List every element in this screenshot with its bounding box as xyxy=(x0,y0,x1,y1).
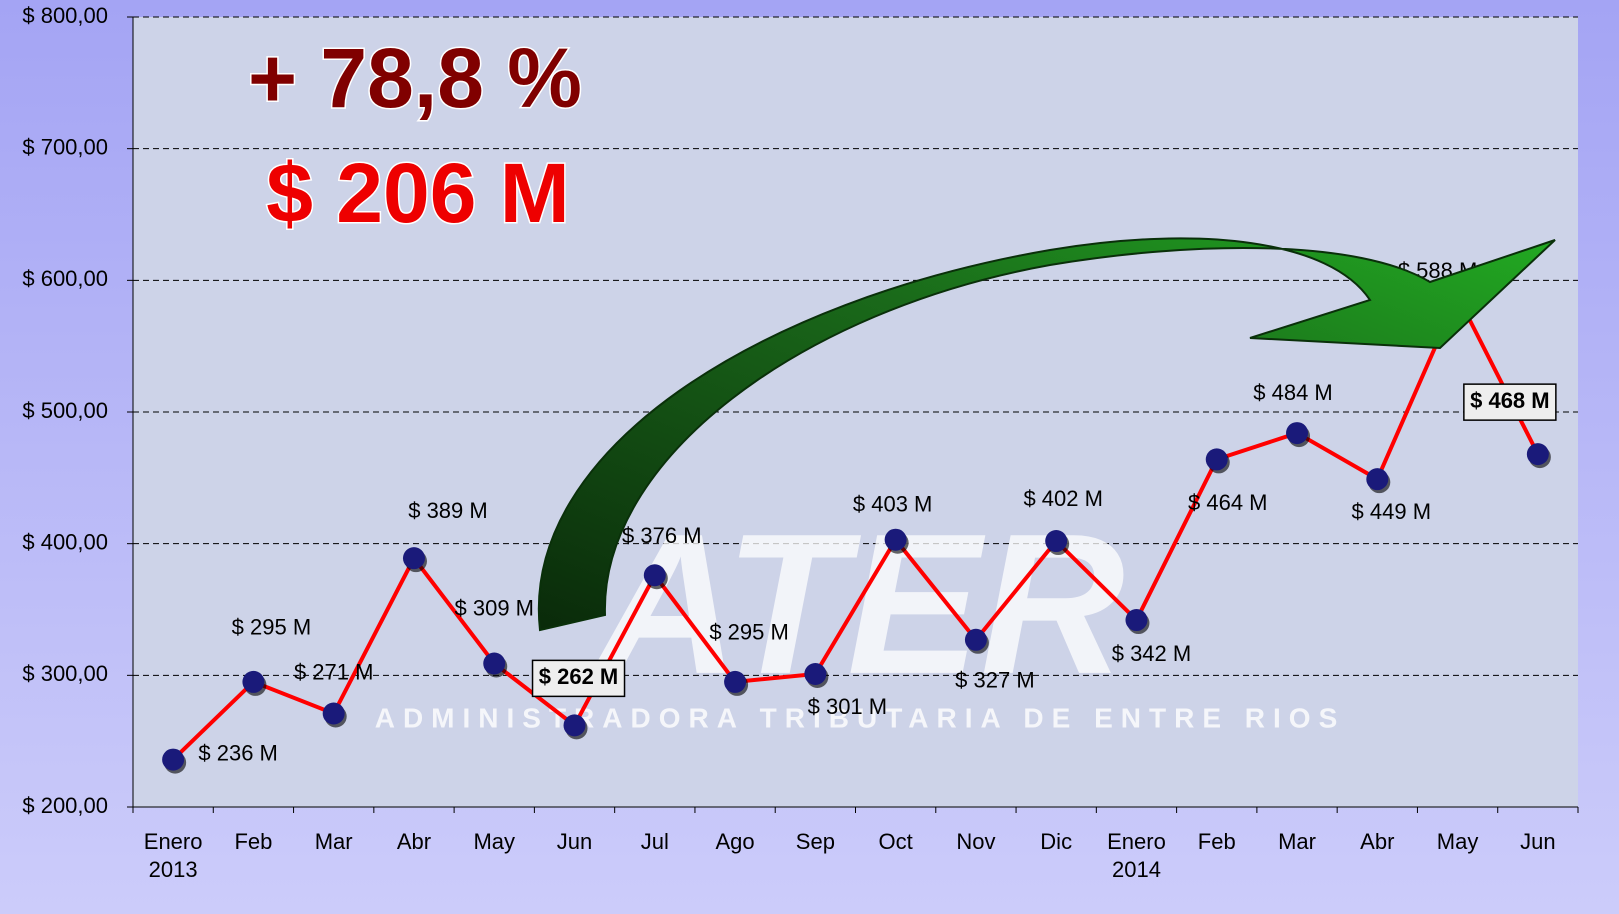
value-label: $ 449 M xyxy=(1352,499,1432,524)
x-tick-label: Feb xyxy=(1177,828,1257,856)
value-label: $ 484 M xyxy=(1253,380,1333,405)
x-tick-label: Mar xyxy=(1257,828,1337,856)
y-tick-label: $ 800,00 xyxy=(22,3,108,28)
x-tick-label: Sep xyxy=(775,828,855,856)
value-label: $ 295 M xyxy=(709,620,789,645)
value-label: $ 389 M xyxy=(408,498,488,523)
annotation: $ 206 M xyxy=(266,146,570,240)
marker xyxy=(1527,443,1549,465)
chart: $ 200,00 $ 300,00 $ 400,00 $ 500,00 $ 600,00… xyxy=(0,0,1619,914)
value-label: $ 403 M xyxy=(853,492,933,517)
x-tick-label: May xyxy=(454,828,534,856)
value-label: $ 402 M xyxy=(1023,486,1103,511)
marker xyxy=(724,671,746,693)
marker xyxy=(644,564,666,586)
x-tick-label: Feb xyxy=(213,828,293,856)
value-label: $ 262 M xyxy=(539,664,619,689)
x-tick-label: Jun xyxy=(1498,828,1578,856)
marker xyxy=(1366,468,1388,490)
marker xyxy=(1286,422,1308,444)
marker xyxy=(323,703,345,725)
value-label: $ 236 M xyxy=(198,740,278,765)
marker xyxy=(162,749,184,771)
x-tick-label: May xyxy=(1418,828,1498,856)
value-label: $ 327 M xyxy=(955,668,1035,693)
marker xyxy=(1045,530,1067,552)
marker xyxy=(1125,609,1147,631)
marker xyxy=(1206,448,1228,470)
marker xyxy=(483,652,505,674)
y-tick-label: $ 400,00 xyxy=(22,529,108,554)
x-tick-label: Mar xyxy=(294,828,374,856)
marker xyxy=(564,714,586,736)
value-label: $ 342 M xyxy=(1112,641,1192,666)
x-tick-label: Enero 2014 xyxy=(1096,828,1176,884)
marker xyxy=(804,663,826,685)
y-tick-label: $ 300,00 xyxy=(22,661,108,686)
y-tick-label: $ 200,00 xyxy=(22,793,108,818)
marker xyxy=(885,529,907,551)
x-tick-label: Jun xyxy=(535,828,615,856)
page: $ 200,00 $ 300,00 $ 400,00 $ 500,00 $ 600,00… xyxy=(0,0,1619,914)
marker xyxy=(403,547,425,569)
x-tick-label: Abr xyxy=(1337,828,1417,856)
y-tick-label: $ 700,00 xyxy=(22,134,108,159)
value-label: $ 376 M xyxy=(622,523,702,548)
x-tick-label: Enero 2013 xyxy=(133,828,213,884)
x-tick-label: Jul xyxy=(615,828,695,856)
x-tick-label: Ago xyxy=(695,828,775,856)
marker xyxy=(965,629,987,651)
value-label: $ 271 M xyxy=(294,659,374,684)
x-tick-label: Dic xyxy=(1016,828,1096,856)
x-tick-label: Oct xyxy=(856,828,936,856)
value-label: $ 468 M xyxy=(1470,388,1550,413)
x-tick-label: Nov xyxy=(936,828,1016,856)
marker xyxy=(242,671,264,693)
value-label: $ 464 M xyxy=(1188,490,1268,515)
value-label: $ 301 M xyxy=(808,694,888,719)
value-label: $ 295 M xyxy=(232,615,312,640)
y-tick-label: $ 500,00 xyxy=(22,398,108,423)
value-label: $ 309 M xyxy=(455,595,535,620)
y-tick-label: $ 600,00 xyxy=(22,266,108,291)
annotation: + 78,8 % xyxy=(248,31,582,125)
x-tick-label: Abr xyxy=(374,828,454,856)
